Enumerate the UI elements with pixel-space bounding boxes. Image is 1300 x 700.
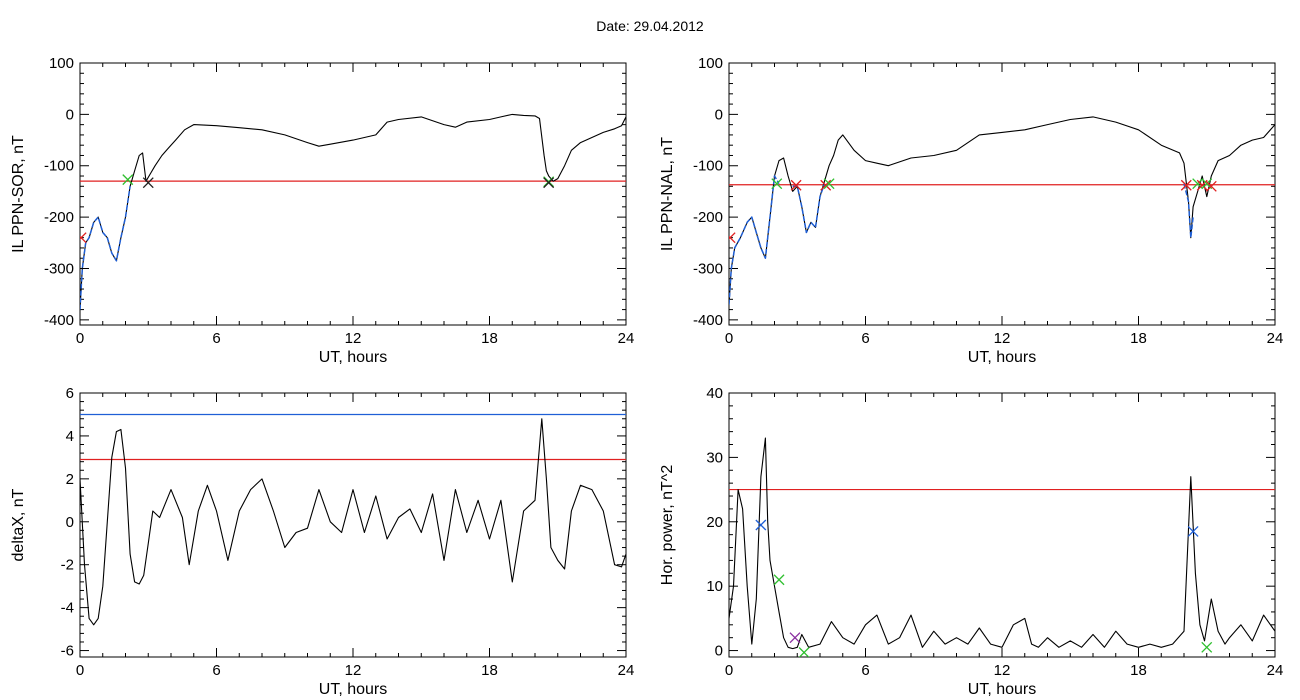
x-tick-label: 6 (212, 662, 220, 679)
x-tick-label: 6 (861, 662, 869, 679)
cross-marker (729, 232, 736, 244)
plot-area (80, 413, 626, 626)
cross-marker (122, 174, 134, 186)
x-tick-label: 0 (76, 662, 84, 679)
y-tick-label: 0 (715, 643, 723, 660)
cross-marker (543, 176, 555, 188)
y-tick-label: -100 (693, 158, 723, 175)
y-axis-label: IL PPN-NAL, nT (659, 137, 676, 251)
plot-frame (79, 62, 627, 326)
cross-marker (823, 178, 835, 190)
y-axis-label: IL PPN-SOR, nT (10, 135, 27, 253)
cross-marker (1180, 179, 1192, 191)
y-tick-label: 0 (66, 514, 74, 531)
plot-area (729, 437, 1275, 657)
chart-panel-ppn-sor: 0 6 12 18 24 -400 -300 -200 -100 0 100 UT, hours IL … (10, 55, 634, 366)
chart-panel-hor-power: 0 6 12 18 24 0 10 20 30 40 UT, hours Hor. power, nT… (659, 385, 1283, 698)
y-tick-label: 100 (698, 55, 723, 72)
x-tick-label: 18 (1130, 330, 1147, 347)
plot-area (80, 113, 626, 310)
y-tick-label: -2 (61, 557, 74, 574)
cross-marker (1205, 180, 1217, 192)
y-tick-label: 30 (706, 449, 723, 466)
x-tick-label: 24 (618, 330, 635, 347)
y-tick-label: -200 (44, 209, 74, 226)
cross-marker (820, 179, 832, 191)
chart-panel-ppn-nal: 0 6 12 18 24 -400 -300 -200 -100 0 100 UT, hours IL … (659, 55, 1283, 366)
series-line (729, 116, 1275, 305)
x-tick-label: 0 (725, 662, 733, 679)
y-tick-label: -400 (693, 312, 723, 329)
series-line-highlight (792, 183, 826, 234)
x-tick-label: 18 (481, 662, 498, 679)
x-tick-label: 24 (618, 662, 635, 679)
x-tick-label: 18 (1130, 662, 1147, 679)
y-tick-label: -4 (61, 600, 74, 617)
y-tick-label: -400 (44, 312, 74, 329)
cross-marker (80, 232, 87, 244)
y-tick-label: 100 (49, 55, 74, 72)
cross-marker (789, 632, 801, 644)
plot-frame (728, 62, 1276, 326)
cross-marker (543, 177, 555, 189)
y-tick-label: -6 (61, 643, 74, 660)
x-axis-label: UT, hours (968, 681, 1036, 698)
y-tick-label: 0 (66, 106, 74, 123)
series-line-highlight (729, 175, 780, 305)
cross-marker (771, 178, 783, 190)
x-tick-label: 12 (345, 330, 362, 347)
y-tick-label: 4 (66, 428, 74, 445)
series-line (80, 113, 626, 310)
x-axis-label: UT, hours (319, 681, 387, 698)
cross-marker (790, 179, 802, 191)
cross-marker (755, 519, 767, 531)
x-axis-label: UT, hours (319, 349, 387, 366)
x-tick-label: 12 (994, 662, 1011, 679)
x-tick-label: 0 (76, 330, 84, 347)
y-tick-label: 2 (66, 471, 74, 488)
x-tick-label: 12 (345, 662, 362, 679)
y-axis-label: deltaX, nT (10, 488, 27, 561)
series-line-highlight (80, 186, 131, 310)
cross-marker (142, 177, 154, 189)
y-tick-label: -200 (693, 209, 723, 226)
x-tick-label: 12 (994, 330, 1011, 347)
x-tick-label: 18 (481, 330, 498, 347)
cross-marker (1187, 525, 1199, 537)
plot-frame (79, 392, 627, 658)
y-axis-label: Hor. power, nT^2 (659, 465, 676, 586)
y-tick-label: -100 (44, 158, 74, 175)
x-tick-label: 24 (1267, 662, 1284, 679)
x-tick-label: 0 (725, 330, 733, 347)
y-tick-label: 6 (66, 385, 74, 402)
x-tick-label: 6 (212, 330, 220, 347)
y-tick-label: -300 (44, 260, 74, 277)
x-tick-label: 24 (1267, 330, 1284, 347)
y-tick-label: 0 (715, 106, 723, 123)
y-tick-label: 40 (706, 385, 723, 402)
x-axis-label: UT, hours (968, 349, 1036, 366)
y-tick-label: 20 (706, 514, 723, 531)
series-line (729, 437, 1275, 650)
series-line-highlight (1183, 183, 1194, 239)
cross-marker (1201, 641, 1213, 653)
series-line (80, 418, 626, 626)
y-tick-label: 10 (706, 578, 723, 595)
y-tick-label: -300 (693, 260, 723, 277)
cross-marker (773, 574, 785, 586)
page-title: Date: 29.04.2012 (596, 18, 704, 34)
cross-marker (798, 647, 810, 657)
x-tick-label: 6 (861, 330, 869, 347)
plot-area (729, 116, 1275, 305)
